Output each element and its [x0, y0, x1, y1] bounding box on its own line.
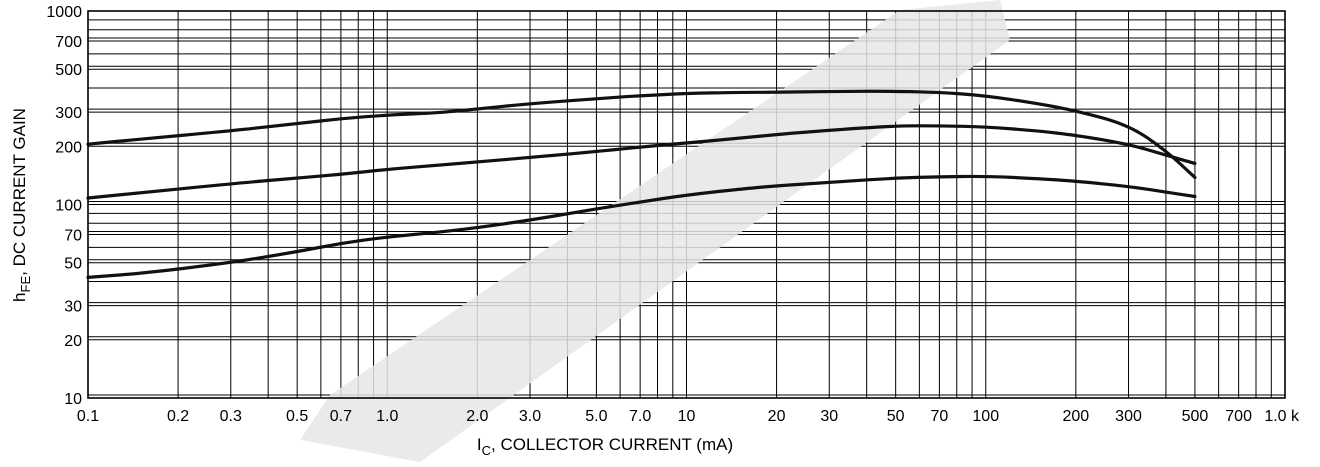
x-axis-title-rest: , COLLECTOR CURRENT (mA): [491, 435, 733, 454]
y-tick-label: 300: [55, 105, 82, 122]
x-tick-label: 10: [678, 408, 696, 425]
y-axis-title-rest: , DC CURRENT GAIN: [10, 108, 29, 276]
x-tick-label: 2.0: [466, 408, 488, 425]
x-tick-label: 700: [1225, 408, 1252, 425]
x-tick-label: 5.0: [585, 408, 607, 425]
x-tick-label: 500: [1182, 408, 1209, 425]
x-tick-label: 3.0: [519, 408, 541, 425]
x-tick-label: 0.3: [220, 408, 242, 425]
y-tick-label: 70: [64, 227, 82, 244]
x-tick-label: 0.2: [167, 408, 189, 425]
y-tick-label: 700: [55, 34, 82, 51]
x-tick-label: 70: [930, 408, 948, 425]
x-tick-label: 20: [768, 408, 786, 425]
y-axis-title-subscript: FE: [18, 276, 33, 293]
x-tick-label: 1.0: [376, 408, 398, 425]
x-tick-label: 100: [972, 408, 999, 425]
y-axis-title: hFE, DC CURRENT GAIN: [10, 108, 33, 302]
y-tick-labels: 10 20 30 50 70 100 200 300 500 700 1000: [46, 4, 82, 408]
y-tick-label: 100: [55, 198, 82, 215]
x-tick-label: 7.0: [629, 408, 651, 425]
x-tick-label: 50: [887, 408, 905, 425]
series-layer: [86, 89, 1197, 279]
x-tick-label: 0.7: [330, 408, 352, 425]
x-tick-label: 30: [820, 408, 838, 425]
series-line-1: [86, 89, 1197, 179]
y-tick-label: 20: [64, 333, 82, 350]
series-line-3: [86, 174, 1197, 279]
x-tick-label: 0.1: [77, 408, 99, 425]
y-tick-label: 200: [55, 139, 82, 156]
y-tick-label: 10: [64, 391, 82, 408]
x-axis-title-main: I: [477, 435, 482, 454]
plot-frame: [87, 10, 1286, 399]
y-tick-label: 50: [64, 256, 82, 273]
x-tick-labels: 0.1 0.2 0.3 0.5 0.7 1.0 2.0 3.0 5.0 7.0 10 20 30 50 70…: [77, 408, 1300, 425]
y-tick-label: 30: [64, 299, 82, 316]
watermark-band: [300, 0, 1010, 462]
x-axis-title-subscript: C: [482, 443, 491, 458]
y-axis-title-main: h: [10, 292, 29, 301]
y-tick-label: 500: [55, 62, 82, 79]
x-tick-label: 200: [1062, 408, 1089, 425]
watermark: [300, 0, 1010, 462]
x-tick-label: 300: [1115, 408, 1142, 425]
x-tick-label: 0.5: [286, 408, 308, 425]
x-tick-label: 1.0 k: [1264, 408, 1300, 425]
x-axis-title: IC, COLLECTOR CURRENT (mA): [477, 435, 733, 458]
series-line-2: [86, 124, 1197, 200]
y-tick-label: 1000: [46, 4, 82, 21]
